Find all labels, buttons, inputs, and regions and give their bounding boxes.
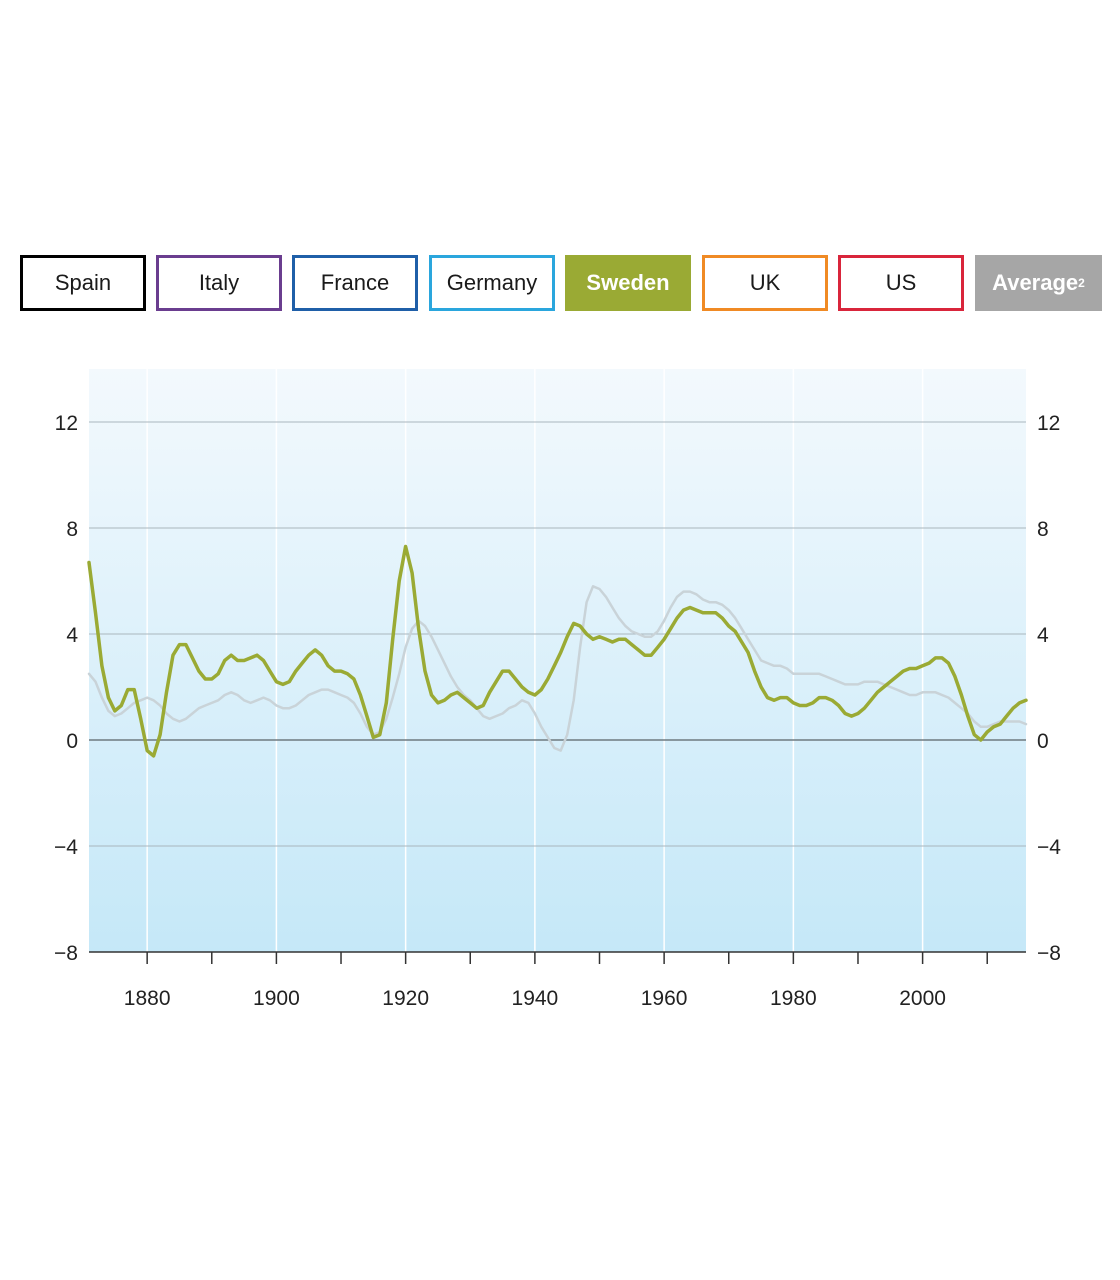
tab-label: Average xyxy=(992,270,1079,295)
y-axis-right-labels: −8 −4 0 4 8 12 xyxy=(1037,412,1061,965)
tab-label: Spain xyxy=(54,270,112,295)
horizontal-gridlines xyxy=(89,421,1026,847)
tab-spain[interactable]: Spain xyxy=(20,255,146,311)
tab-france[interactable]: France xyxy=(292,255,418,311)
tab-italy[interactable]: Italy xyxy=(156,255,282,311)
x-tick-label: 1920 xyxy=(382,987,429,1010)
series-line-sweden xyxy=(87,544,1028,758)
y-tick-label: 0 xyxy=(1037,730,1049,753)
tab-average[interactable]: Average 2 xyxy=(975,255,1102,311)
y-tick-label: 4 xyxy=(1037,624,1049,647)
series-lines xyxy=(87,544,1028,758)
y-tick-label: −4 xyxy=(1037,836,1061,859)
y-tick-label: 8 xyxy=(1037,518,1049,541)
y-tick-label: 8 xyxy=(66,518,78,541)
tab-superscript: 2 xyxy=(1078,276,1085,290)
tab-label: France xyxy=(320,270,390,295)
y-tick-label: −4 xyxy=(54,836,78,859)
y-tick-label: 12 xyxy=(55,412,78,435)
y-tick-label: −8 xyxy=(54,942,78,965)
x-tick-label: 2000 xyxy=(899,987,946,1010)
tab-label: US xyxy=(885,270,917,295)
tab-label: Italy xyxy=(198,270,240,295)
x-tick-label: 1960 xyxy=(641,987,688,1010)
y-tick-label: −8 xyxy=(1037,942,1061,965)
x-tick-label: 1980 xyxy=(770,987,817,1010)
x-tick-label: 1880 xyxy=(124,987,171,1010)
series-line-average xyxy=(87,585,1028,752)
vertical-gridlines xyxy=(146,369,924,952)
country-selector: Spain Italy France Germany Sweden UK US … xyxy=(20,255,1102,311)
x-axis: 1880 1900 1920 1940 1960 1980 2000 xyxy=(89,951,1026,1010)
tab-sweden[interactable]: Sweden xyxy=(565,255,691,311)
y-tick-label: 0 xyxy=(66,730,78,753)
y-tick-label: 12 xyxy=(1037,412,1060,435)
y-tick-label: 4 xyxy=(66,624,78,647)
x-tick-label: 1900 xyxy=(253,987,300,1010)
y-axis-left-labels: −8 −4 0 4 8 12 xyxy=(54,412,78,965)
tab-uk[interactable]: UK xyxy=(702,255,828,311)
x-tick-label: 1940 xyxy=(512,987,559,1010)
tab-label: Germany xyxy=(446,270,538,295)
tab-label: Sweden xyxy=(586,270,670,295)
tab-label: UK xyxy=(749,270,781,295)
tab-germany[interactable]: Germany xyxy=(429,255,555,311)
tab-us[interactable]: US xyxy=(838,255,964,311)
